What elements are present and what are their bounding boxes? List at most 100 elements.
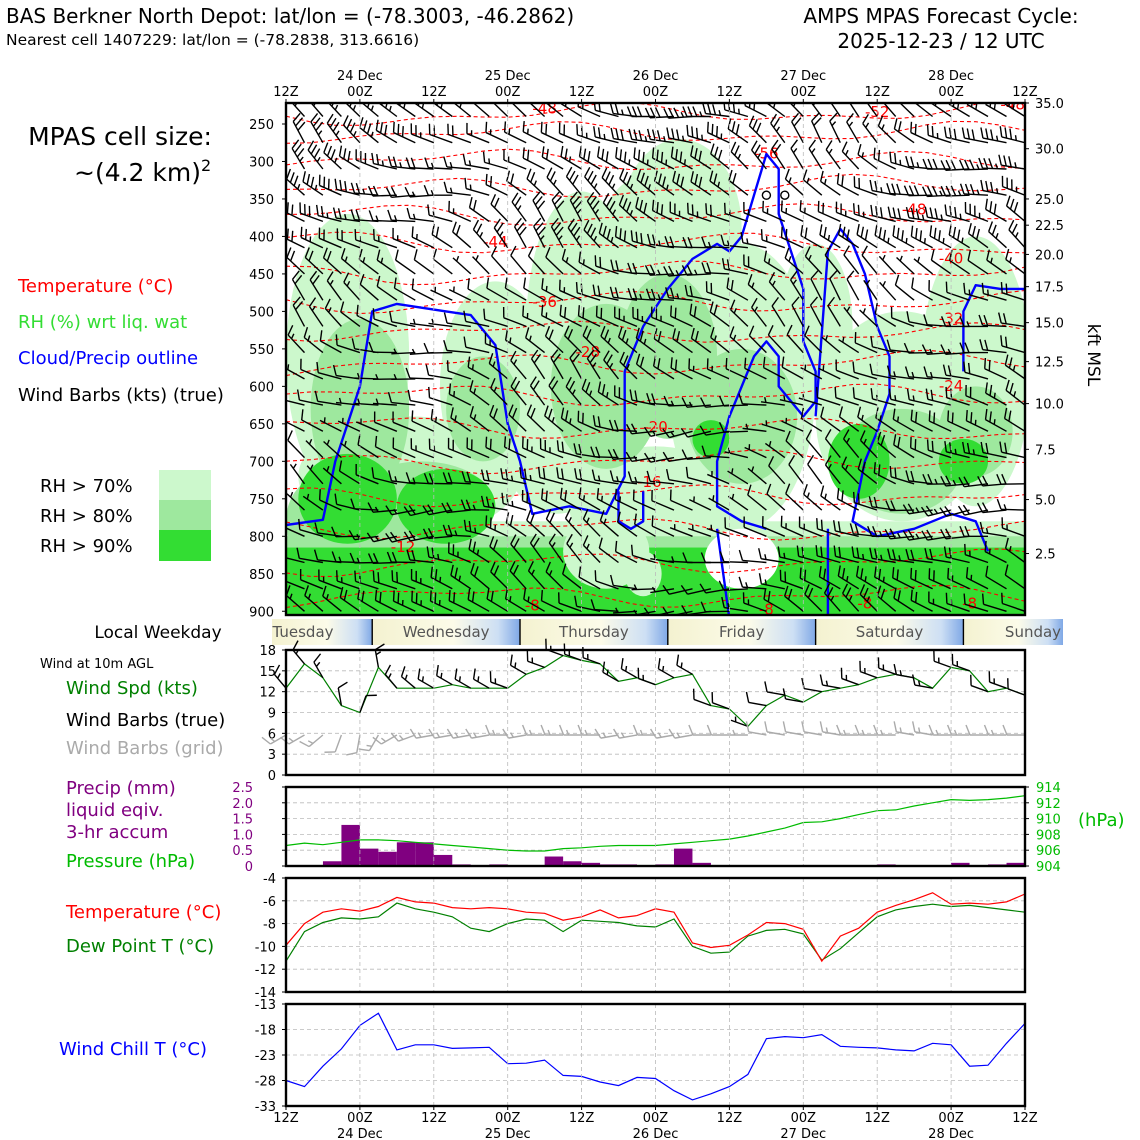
upper-air-wind-barb-half-feather <box>401 599 404 606</box>
upper-air-wind-barb-half-feather <box>471 364 474 370</box>
upper-air-wind-barb-staff <box>565 517 583 537</box>
surface-wind-barb-true <box>657 658 675 679</box>
upper-air-wind-barb-feather <box>471 439 473 451</box>
upper-air-wind-barb-half-feather <box>671 556 675 562</box>
upper-air-wind-barb-feather <box>415 592 418 604</box>
surface-wind-barb-true-half-feather <box>421 676 425 682</box>
upper-air-wind-barb-feather <box>725 357 728 369</box>
upper-air-wind-barb <box>318 227 342 249</box>
upper-air-wind-barb-staff <box>523 287 545 301</box>
surface-wind-barb-true-half-feather <box>864 667 866 674</box>
upper-air-wind-barb-half-feather <box>665 159 668 165</box>
upper-air-wind-barb-half-feather <box>785 417 788 424</box>
upper-air-wind-barb-feather <box>691 204 694 216</box>
upper-air-wind-barb-feather <box>887 548 892 560</box>
surface-wind-barb-grid-feather <box>558 724 565 736</box>
upper-air-wind-barb-feather <box>564 148 568 160</box>
upper-air-wind-barb-half-feather <box>897 532 901 539</box>
upper-air-wind-barb-feather <box>969 386 972 398</box>
upper-air-wind-barb-feather <box>626 201 632 213</box>
upper-air-wind-barb <box>581 378 601 406</box>
precip-bar <box>396 842 416 866</box>
upper-air-wind-barb-staff <box>413 259 435 275</box>
upper-air-wind-barb-staff <box>528 570 546 590</box>
upper-air-wind-barb <box>841 141 860 170</box>
upper-air-wind-barb-staff <box>354 402 379 406</box>
upper-air-wind-barb-feather <box>690 145 694 157</box>
upper-air-wind-barb <box>967 222 989 249</box>
upper-air-wind-barb <box>669 201 693 223</box>
upper-air-wind-barb <box>981 282 1007 301</box>
upper-air-wind-barb-feather <box>801 546 805 558</box>
upper-air-wind-barb <box>324 298 342 327</box>
upper-air-wind-barb <box>686 124 712 144</box>
upper-air-wind-barb-staff <box>558 602 582 612</box>
upper-air-wind-barb-feather <box>592 200 600 210</box>
upper-air-wind-barb-staff <box>430 576 453 590</box>
upper-air-wind-barb-feather <box>521 437 524 448</box>
upper-air-wind-barb <box>842 429 860 459</box>
upper-air-wind-barb <box>874 566 897 590</box>
surface-wind-barb-grid-staff <box>803 731 822 736</box>
pressure-tick-label: 800 <box>249 530 274 545</box>
upper-air-wind-barb-feather <box>698 176 703 188</box>
upper-air-wind-barb <box>428 386 453 406</box>
upper-air-wind-barb-feather <box>1004 564 1009 576</box>
upper-air-wind-barb-feather <box>1005 379 1010 391</box>
surface-wind-barb-true-feather <box>840 667 843 679</box>
upper-air-wind-barb-feather <box>1005 195 1011 207</box>
upper-air-wind-barb-half-feather <box>880 554 883 561</box>
upper-air-wind-barb-staff <box>559 314 582 328</box>
upper-air-wind-barb-half-feather <box>696 211 699 217</box>
upper-air-wind-barb-staff <box>966 577 989 590</box>
upper-air-wind-barb-half-feather <box>375 215 379 221</box>
upper-air-wind-barb <box>669 524 693 537</box>
upper-air-wind-barb-staff <box>562 573 583 590</box>
upper-air-wind-barb <box>322 585 342 612</box>
upper-air-wind-barb-staff <box>564 335 583 354</box>
upper-air-wind-barb-feather <box>593 103 597 111</box>
upper-air-wind-barb-half-feather <box>775 126 781 132</box>
upper-air-wind-barb <box>651 306 675 328</box>
upper-air-wind-barb-half-feather <box>275 102 280 107</box>
upper-air-wind-barb-half-feather <box>393 348 397 354</box>
upper-air-wind-barb <box>513 217 527 249</box>
upper-air-wind-barb-feather <box>593 126 596 137</box>
upper-air-wind-barb-staff <box>613 480 638 485</box>
upper-air-wind-barb-feather <box>693 306 697 317</box>
upper-air-wind-barb-staff <box>286 555 287 564</box>
upper-air-wind-barb-feather <box>927 158 933 170</box>
upper-air-wind-barb-feather <box>367 185 374 197</box>
upper-air-wind-barb-feather <box>594 570 597 582</box>
upper-air-wind-barb-feather <box>526 168 532 180</box>
upper-air-wind-barb-staff <box>300 236 324 249</box>
temperature-contour-label: -32 <box>939 309 964 327</box>
upper-air-wind-barb-staff <box>286 556 305 564</box>
legend-wind-barbs-true: Wind Barbs (true) <box>66 710 225 731</box>
upper-air-wind-barb-staff <box>668 137 693 144</box>
upper-air-wind-barb-staff <box>356 314 379 328</box>
upper-air-wind-barb-feather <box>874 302 878 314</box>
upper-air-wind-barb-feather <box>347 150 351 162</box>
rh-80-region <box>310 318 410 499</box>
upper-air-wind-barb-feather <box>925 388 929 400</box>
surface-wind-barb-true-staff <box>822 684 841 689</box>
upper-air-wind-barb-feather <box>950 159 957 171</box>
upper-air-wind-barb-feather <box>800 407 805 419</box>
upper-air-wind-barb-half-feather <box>334 157 338 164</box>
pressure-tick-label: 904 <box>1036 860 1061 875</box>
pressure-tick-label: 700 <box>249 455 274 470</box>
upper-air-wind-barb-feather <box>825 140 833 150</box>
upper-air-wind-barb-feather <box>980 127 984 139</box>
upper-air-wind-barb <box>1001 592 1025 612</box>
upper-air-wind-barb-feather <box>468 538 472 550</box>
upper-air-wind-barb-staff <box>558 450 582 459</box>
top-time-tick-label: 12Z <box>717 85 743 100</box>
upper-air-wind-barb <box>480 495 508 511</box>
upper-air-wind-barb <box>348 529 379 541</box>
surface-wind-barb-grid-half-feather <box>732 729 736 736</box>
upper-air-wind-barb-feather <box>743 202 745 213</box>
upper-air-wind-barb <box>586 191 601 222</box>
upper-air-wind-barb-staff <box>317 214 342 223</box>
upper-air-wind-barb-half-feather <box>879 415 882 421</box>
